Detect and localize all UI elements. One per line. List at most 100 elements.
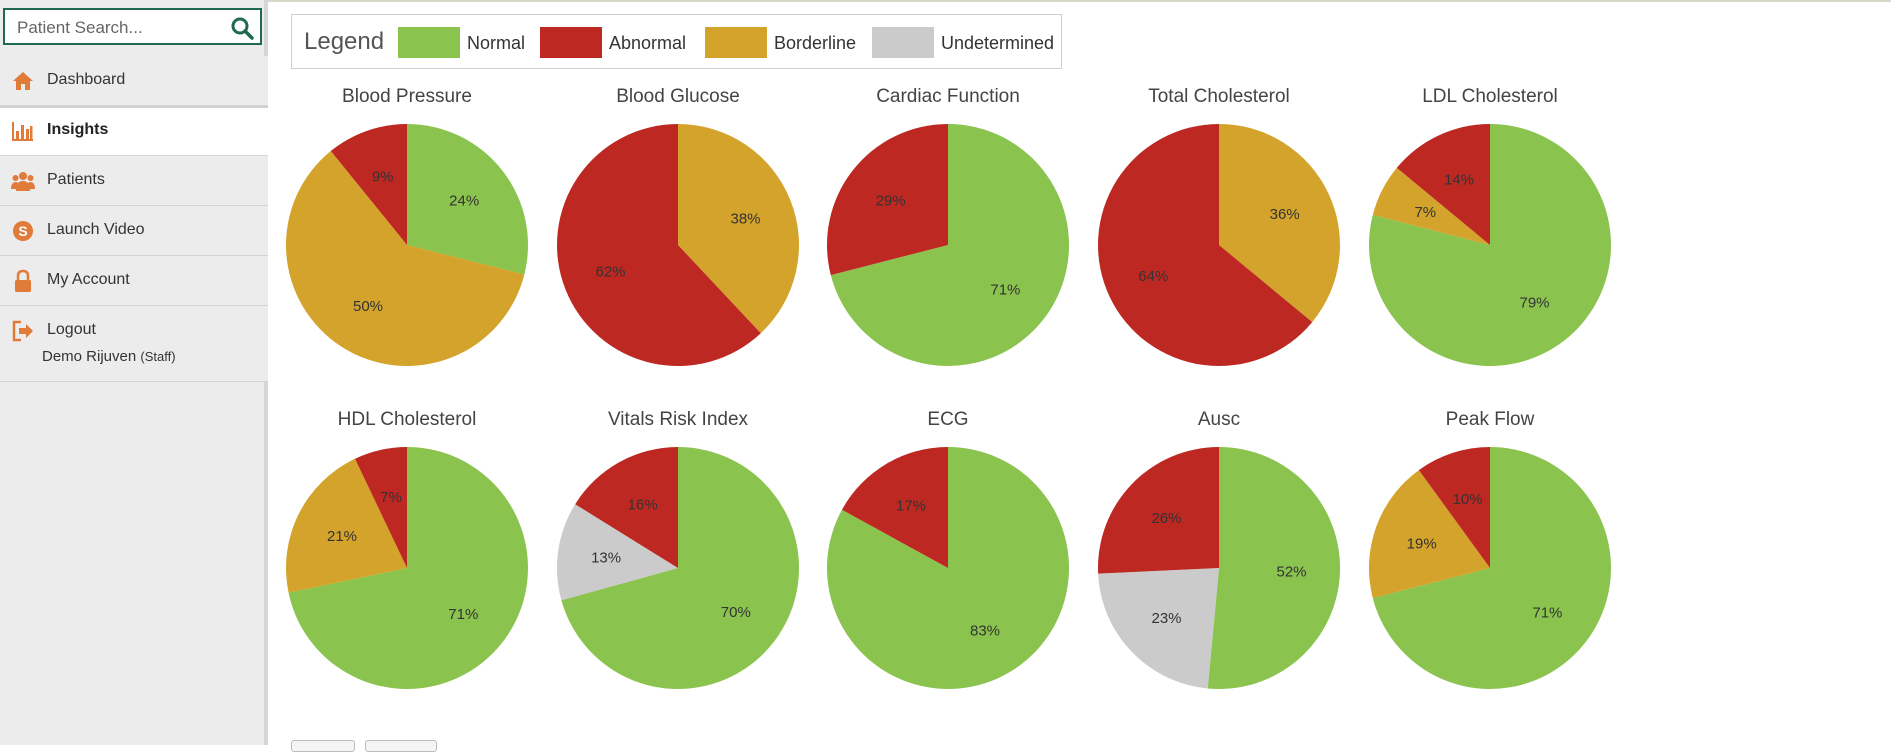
sidebar-item-dashboard[interactable]: Dashboard (0, 56, 268, 106)
pie-slice-label: 21% (327, 528, 357, 545)
lock-icon (15, 269, 31, 292)
pie-slice-label: 83% (970, 623, 1000, 640)
pie-slice-label: 24% (449, 192, 479, 209)
svg-text:S: S (18, 223, 27, 239)
pie-slice-borderline[interactable] (678, 124, 800, 334)
pie-slice-label: 38% (730, 210, 760, 227)
sidebar-item-logout[interactable]: Logout Demo Rijuven (Staff) (0, 306, 268, 382)
chart-legend: Legend Normal Abnormal Borderline Undete… (291, 14, 1062, 69)
pie-slice-normal[interactable] (561, 447, 800, 690)
sidebar-item-my-account[interactable]: My Account (0, 256, 268, 306)
pie-slice-abnormal[interactable] (826, 124, 948, 276)
pie-slice-label: 7% (380, 489, 402, 506)
sidebar-item-label: Insights (47, 121, 109, 138)
legend-label: Borderline (774, 33, 857, 53)
pie-slice-abnormal[interactable] (1418, 447, 1490, 568)
pie-slice-label: 70% (721, 604, 751, 621)
pie-slice-label: 23% (1151, 610, 1181, 627)
pie-ecg: 83% 17% (827, 447, 1070, 689)
pie-vitals-risk-index: 70% 13% 16% (557, 447, 800, 690)
pie-slice-abnormal[interactable] (841, 447, 948, 568)
pie-slice-borderline[interactable] (1219, 124, 1340, 323)
pie-slice-abnormal[interactable] (557, 124, 761, 366)
sidebar-item-label: Patients (47, 171, 105, 188)
search-icon[interactable] (230, 16, 254, 40)
pie-slice-abnormal[interactable] (1396, 124, 1490, 245)
bar-chart-icon (12, 122, 33, 141)
sidebar-item-insights[interactable]: Insights (0, 106, 268, 156)
pie-peak-flow: 71% 19% 10% (1368, 447, 1611, 689)
sidebar-item-launch-video[interactable]: S Launch Video (0, 206, 268, 256)
pie-slice-normal[interactable] (827, 447, 1070, 689)
legend-swatch (872, 27, 934, 58)
sidebar-item-label: My Account (47, 271, 130, 288)
pie-slice-label: 26% (1151, 510, 1181, 527)
chart-title-ausc: Ausc (1197, 409, 1241, 430)
pie-slice-abnormal[interactable] (330, 124, 407, 245)
footer-button[interactable] (291, 740, 355, 752)
legend-swatch (398, 27, 460, 58)
chart-title-blood-glucose: Blood Glucose (616, 86, 740, 107)
pie-slice-undetermined[interactable] (1098, 568, 1219, 689)
chart-title-cardiac-function: Cardiac Function (876, 86, 1020, 107)
pie-slice-label: 10% (1453, 491, 1483, 508)
pie-total-cholesterol: 36% 64% (1097, 124, 1340, 366)
pie-slice-label: 71% (990, 282, 1020, 299)
pie-slice-normal[interactable] (288, 447, 528, 689)
legend-label: Abnormal (609, 33, 687, 53)
chart-title-ldl-cholesterol: LDL Cholesterol (1422, 86, 1558, 107)
top-border (0, 0, 1891, 2)
pie-slice-borderline[interactable] (285, 458, 407, 593)
pie-blood-pressure: 24% 50% 9% (286, 123, 529, 366)
legend-title: Legend (304, 28, 385, 55)
pie-blood-glucose: 38% 62% (557, 124, 800, 366)
pie-slice-borderline[interactable] (1368, 470, 1490, 599)
pie-slice-normal[interactable] (1368, 124, 1611, 366)
pie-slice-borderline[interactable] (1372, 167, 1490, 245)
pie-slice-normal[interactable] (1372, 447, 1611, 689)
legend-swatch (540, 27, 602, 58)
pie-slice-label: 62% (595, 264, 625, 281)
sidebar-item-label: Launch Video (47, 221, 145, 238)
pie-slice-abnormal[interactable] (1097, 124, 1313, 366)
footer-button[interactable] (365, 740, 437, 752)
pie-slice-abnormal[interactable] (1097, 447, 1219, 574)
pie-slice-normal[interactable] (1207, 447, 1341, 689)
pie-slice-label: 36% (1270, 206, 1300, 223)
pie-slice-borderline[interactable] (286, 151, 525, 366)
home-icon (13, 72, 33, 90)
chart-title-blood-pressure: Blood Pressure (342, 86, 472, 107)
pie-slice-normal[interactable] (830, 124, 1069, 366)
patient-search-input[interactable] (15, 16, 219, 40)
skype-icon: S (13, 221, 33, 241)
legend-swatch (705, 27, 767, 58)
pie-slice-label: 71% (1532, 605, 1562, 622)
pie-slice-label: 79% (1519, 294, 1549, 311)
pie-slice-label: 52% (1276, 563, 1306, 580)
chart-title-vitals-risk-index: Vitals Risk Index (607, 409, 749, 430)
pie-slice-abnormal[interactable] (575, 447, 678, 568)
legend-label: Undetermined (941, 33, 1055, 53)
patient-search-box (3, 8, 262, 45)
pie-slice-undetermined[interactable] (557, 504, 678, 601)
pie-slice-abnormal[interactable] (354, 447, 407, 568)
pie-hdl-cholesterol: 71% 21% 7% (285, 447, 528, 689)
pie-slice-label: 64% (1138, 268, 1168, 285)
pie-slice-label: 50% (353, 298, 383, 315)
sidebar-item-patients[interactable]: Patients (0, 156, 268, 206)
pie-ausc: 52% 23% 26% (1097, 447, 1341, 689)
user-name: Demo Rijuven (42, 348, 137, 365)
chart-title-hdl-cholesterol: HDL Cholesterol (337, 409, 477, 430)
pie-slice-label: 7% (1414, 204, 1436, 221)
pie-slice-label: 9% (372, 169, 394, 186)
pie-slice-normal[interactable] (407, 123, 529, 275)
pie-ldl-cholesterol: 79% 7% 14% (1368, 124, 1611, 366)
sidebar-item-label: Dashboard (47, 71, 126, 88)
sidebar-nav: Dashboard Insights Patients (0, 56, 268, 382)
users-icon (11, 172, 35, 191)
pie-slice-label: 13% (591, 550, 621, 567)
chart-title-ecg: ECG (927, 409, 969, 430)
pie-cardiac-function: 71% 29% (826, 124, 1069, 366)
pie-slice-label: 29% (876, 193, 906, 210)
sidebar: Dashboard Insights Patients (0, 0, 268, 745)
